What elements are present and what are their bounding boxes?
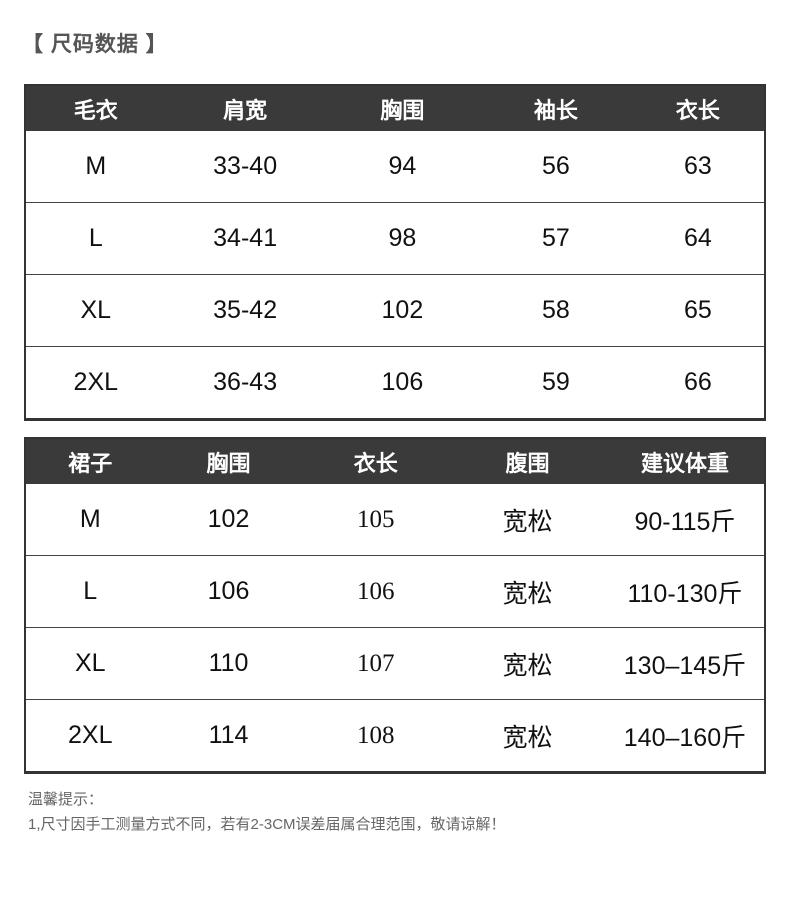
column-header-weight: 建议体重 — [605, 438, 765, 484]
column-header-bust: 胸围 — [154, 438, 303, 484]
size-label-cell: XL — [25, 274, 166, 347]
table-cell: 102 — [324, 274, 481, 347]
table-cell: 33-40 — [213, 152, 278, 180]
table-cell: 36-43 — [165, 346, 325, 420]
table-cell: 130–145斤 — [605, 627, 765, 700]
size-label-cell: M — [85, 152, 107, 180]
table-cell: 110 — [154, 627, 303, 700]
table-header-row: 裙子 胸围 衣长 腹围 建议体重 — [25, 438, 765, 484]
size-label-cell: 2XL — [25, 346, 166, 420]
table-cell: 59 — [480, 346, 632, 420]
table-row: L 106 106 宽松 110-130斤 — [25, 555, 765, 628]
table-cell: 105 — [357, 505, 395, 533]
column-header-belly: 腹围 — [449, 438, 606, 484]
size-label-cell: XL — [25, 627, 155, 700]
table-cell: 57 — [480, 202, 632, 275]
column-header-length: 衣长 — [631, 85, 765, 131]
table-cell: 94 — [388, 152, 417, 180]
size-label-cell: 2XL — [25, 699, 155, 773]
table-cell: 106 — [154, 555, 303, 628]
table-cell: 102 — [207, 505, 250, 533]
size-label-cell: L — [25, 555, 155, 628]
notes-section: 温馨提示： 1,尺寸因手工测量方式不同，若有2-3CM误差届属合理范围，敬请谅解… — [28, 788, 790, 837]
table-row: L 34-41 98 57 64 — [25, 202, 765, 275]
table-cell: 58 — [480, 274, 632, 347]
table-cell: 34-41 — [165, 202, 325, 275]
table-row: XL 110 107 宽松 130–145斤 — [25, 627, 765, 700]
table-cell: 106 — [302, 555, 450, 628]
table-cell: 64 — [631, 202, 765, 275]
skirt-size-table: 裙子 胸围 衣长 腹围 建议体重 M 102 105 宽松 90-115斤 L … — [24, 437, 766, 774]
table-cell: 宽松 — [449, 627, 606, 700]
table-cell: 107 — [302, 627, 450, 700]
table-cell: 66 — [631, 346, 765, 420]
table-cell: 108 — [302, 699, 450, 773]
column-header-garment: 毛衣 — [25, 85, 166, 131]
table-cell: 63 — [683, 152, 712, 180]
table-cell: 宽松 — [449, 699, 606, 773]
table-cell: 114 — [154, 699, 303, 773]
table-cell: 35-42 — [165, 274, 325, 347]
column-header-length: 衣长 — [302, 438, 450, 484]
table-row: M 102 105 宽松 90-115斤 — [25, 484, 765, 556]
table-row: M 33-40 94 56 63 — [25, 131, 765, 203]
table-cell: 宽松 — [449, 555, 606, 628]
table-cell: 90-115斤 — [634, 507, 736, 536]
table-cell: 110-130斤 — [605, 555, 765, 628]
column-header-bust: 胸围 — [324, 85, 481, 131]
notes-line: 1,尺寸因手工测量方式不同，若有2-3CM误差届属合理范围，敬请谅解！ — [28, 816, 506, 834]
table-cell: 宽松 — [502, 507, 553, 536]
table-row: XL 35-42 102 58 65 — [25, 274, 765, 347]
table-row: 2XL 36-43 106 59 66 — [25, 346, 765, 420]
table-cell: 140–160斤 — [605, 699, 765, 773]
table-row: 2XL 114 108 宽松 140–160斤 — [25, 699, 765, 773]
table-cell: 106 — [324, 346, 481, 420]
table-header-row: 毛衣 肩宽 胸围 袖长 衣长 — [25, 85, 765, 131]
column-header-shoulder: 肩宽 — [165, 85, 325, 131]
table-cell: 65 — [631, 274, 765, 347]
size-label-cell: L — [25, 202, 166, 275]
column-header-sleeve: 袖长 — [480, 85, 632, 131]
page-title: 【 尺码数据 】 — [22, 33, 168, 56]
notes-heading: 温馨提示： — [28, 791, 104, 808]
sweater-size-table: 毛衣 肩宽 胸围 袖长 衣长 M 33-40 94 56 63 L 34-41 … — [24, 84, 766, 421]
column-header-garment: 裙子 — [25, 438, 155, 484]
table-cell: 56 — [542, 152, 570, 180]
size-label-cell: M — [79, 505, 101, 533]
table-cell: 98 — [324, 202, 481, 275]
